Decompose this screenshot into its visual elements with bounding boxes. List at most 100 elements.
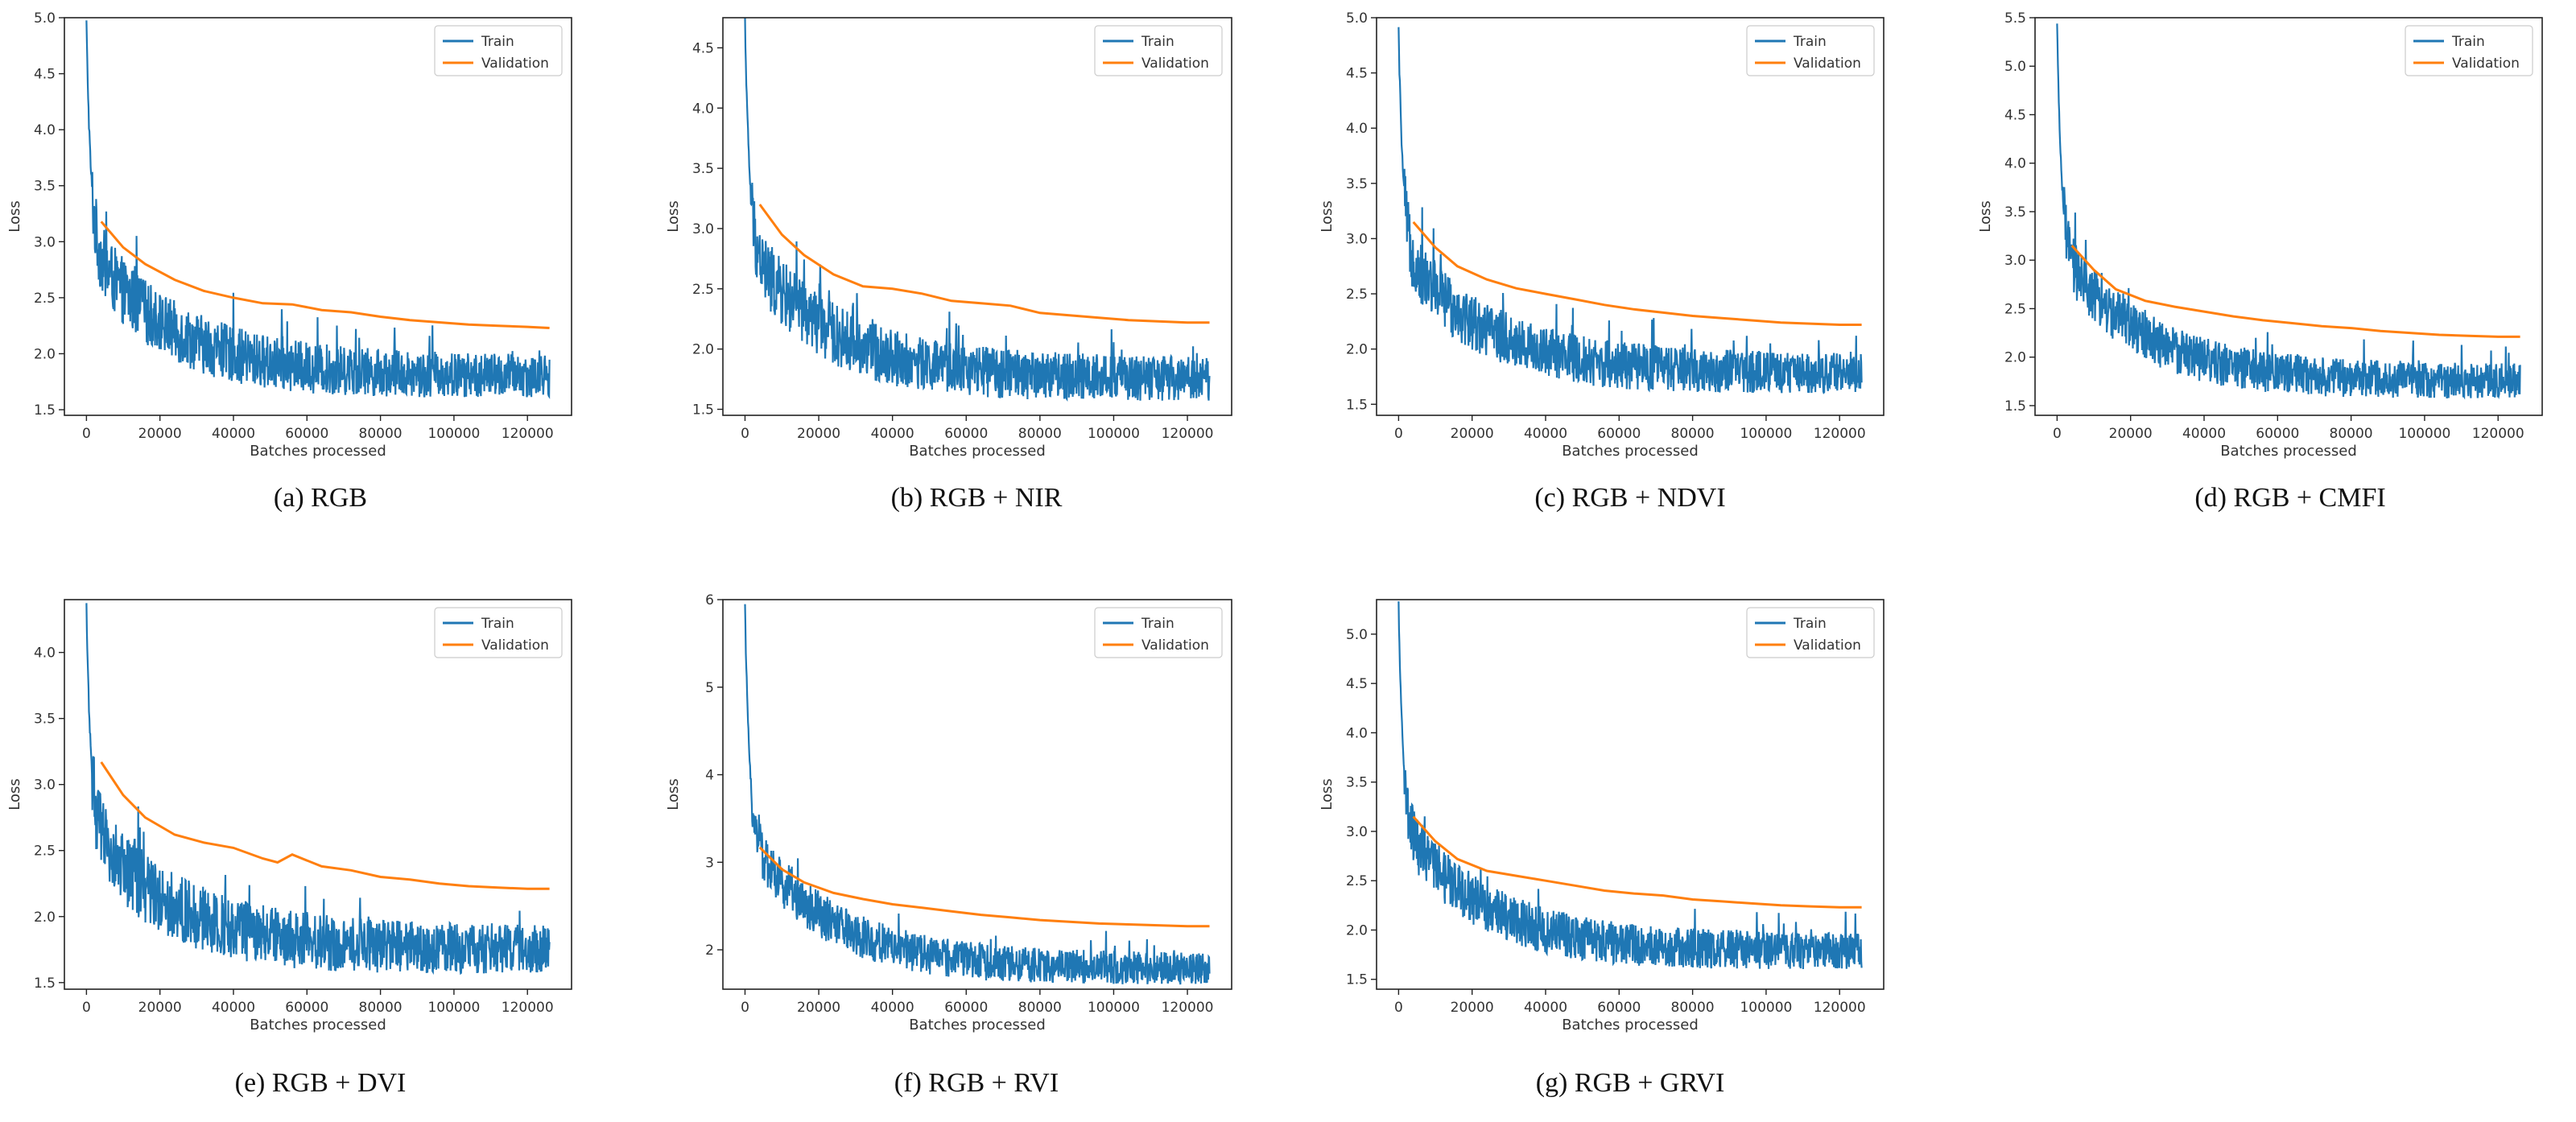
x-tick-label: 80000: [1671, 426, 1715, 442]
y-tick-label: 5.0: [1346, 627, 1368, 643]
y-tick-label: 3.0: [2004, 253, 2026, 269]
x-tick-label: 60000: [285, 1000, 328, 1016]
y-tick-label: 2.5: [1346, 873, 1368, 889]
x-tick-label: 40000: [212, 426, 255, 442]
validation-series-line: [1412, 221, 1862, 326]
validation-series-line: [758, 204, 1210, 324]
y-axis-label: Loss: [6, 200, 23, 232]
y-tick-label: 4.5: [1346, 676, 1368, 692]
y-tick-label: 1.5: [34, 402, 56, 419]
x-tick-label: 100000: [1088, 1000, 1140, 1016]
legend-label: Train: [1793, 34, 1827, 50]
y-tick-label: 3.5: [1346, 176, 1368, 192]
train-series-line: [744, 604, 1211, 985]
chart-panel: 0 20000 40000 60000 80000 100000 120000 1.5 2.0 2…: [665, 17, 1232, 460]
x-tick-label: 40000: [2182, 426, 2226, 442]
x-tick-label: 60000: [1597, 1000, 1641, 1016]
validation-series-line: [2070, 245, 2520, 338]
y-tick-label: 2.0: [34, 910, 56, 926]
x-tick-label: 0: [82, 1000, 91, 1016]
y-tick-label: 2.5: [34, 291, 56, 307]
chart-panel: 0 20000 40000 60000 80000 100000 120000 1.5 2.0 2…: [1319, 10, 1885, 460]
x-axis-label: Batches processed: [250, 1017, 386, 1033]
y-tick-label: 1.5: [1346, 397, 1368, 413]
x-tick-label: 40000: [871, 426, 914, 442]
y-tick-label: 4: [705, 768, 714, 784]
axes-frame: [1376, 599, 1885, 990]
y-axis-label: Loss: [1977, 200, 1994, 232]
x-tick-label: 100000: [427, 1000, 480, 1016]
x-tick-label: 100000: [1740, 1000, 1792, 1016]
x-tick-label: 120000: [1814, 426, 1866, 442]
y-tick-label: 3.5: [34, 712, 56, 728]
chart-caption: (c) RGB + NDVI: [1534, 483, 1726, 513]
axes-frame: [2034, 17, 2543, 416]
y-tick-label: 1.5: [1346, 972, 1368, 988]
x-tick-label: 20000: [797, 1000, 840, 1016]
chart-caption: (f) RGB + RVI: [894, 1068, 1059, 1098]
legend-label: Validation: [2452, 56, 2520, 72]
legend: Train Validation: [434, 607, 563, 658]
axes-frame: [722, 17, 1232, 416]
validation-series-line: [100, 761, 550, 890]
y-tick-label: 4.5: [34, 67, 56, 83]
axes-frame: [64, 17, 572, 416]
chart-caption: (g) RGB + GRVI: [1535, 1068, 1725, 1098]
x-tick-label: 0: [741, 1000, 749, 1016]
legend: Train Validation: [1094, 607, 1223, 658]
legend-label: Train: [1141, 616, 1174, 632]
x-tick-label: 120000: [502, 1000, 554, 1016]
y-tick-label: 1.5: [692, 402, 714, 419]
chart-panel: 0 20000 40000 60000 80000 100000 120000 1.5 2.0 2…: [1977, 10, 2543, 460]
x-tick-label: 80000: [2330, 426, 2373, 442]
y-tick-label: 2.5: [2004, 301, 2026, 317]
x-tick-label: 80000: [1018, 1000, 1062, 1016]
x-tick-label: 20000: [2109, 426, 2153, 442]
x-tick-label: 80000: [359, 426, 402, 442]
y-tick-label: 4.0: [2004, 156, 2026, 172]
y-tick-label: 5: [705, 680, 714, 696]
y-tick-label: 2.5: [34, 844, 56, 860]
chart-caption: (d) RGB + CMFI: [2194, 483, 2386, 513]
x-tick-label: 80000: [1018, 426, 1062, 442]
y-tick-label: 5.5: [2004, 10, 2026, 27]
x-tick-label: 100000: [427, 426, 480, 442]
chart-panel: 0 20000 40000 60000 80000 100000 120000 1.5 2.0 2…: [6, 599, 572, 1033]
y-tick-label: 2.0: [1346, 342, 1368, 358]
legend-label: Validation: [1141, 637, 1209, 654]
y-tick-label: 3.0: [34, 234, 56, 250]
x-tick-label: 120000: [1162, 426, 1214, 442]
chart-caption: (e) RGB + DVI: [234, 1068, 407, 1098]
y-tick-label: 4.0: [34, 122, 56, 138]
y-tick-label: 3.0: [1346, 824, 1368, 840]
y-tick-label: 4.0: [1346, 121, 1368, 137]
x-tick-label: 60000: [285, 426, 328, 442]
y-tick-label: 4.0: [1346, 725, 1368, 741]
y-tick-label: 3.5: [1346, 775, 1368, 791]
y-axis-label: Loss: [1319, 778, 1335, 810]
x-tick-label: 0: [82, 426, 91, 442]
legend-label: Validation: [1794, 637, 1861, 654]
y-tick-label: 4.5: [1346, 66, 1368, 82]
y-tick-label: 5.0: [1346, 10, 1368, 27]
y-tick-label: 2.0: [1346, 922, 1368, 938]
x-tick-label: 40000: [871, 1000, 914, 1016]
legend-label: Validation: [481, 637, 549, 654]
x-tick-label: 0: [2053, 426, 2062, 442]
validation-series-line: [758, 846, 1210, 928]
legend-label: Train: [2451, 34, 2485, 50]
y-tick-label: 4.5: [692, 40, 714, 56]
y-tick-label: 3.0: [1346, 231, 1368, 247]
x-tick-label: 20000: [797, 426, 840, 442]
x-tick-label: 120000: [502, 426, 554, 442]
y-axis-label: Loss: [665, 778, 682, 810]
x-axis-label: Batches processed: [909, 1017, 1046, 1033]
y-axis-label: Loss: [1319, 200, 1335, 232]
y-tick-label: 3: [705, 855, 714, 871]
train-series-line: [85, 20, 551, 399]
legend: Train Validation: [2405, 25, 2533, 76]
x-axis-label: Batches processed: [1562, 443, 1699, 460]
x-axis-label: Batches processed: [250, 443, 386, 460]
x-tick-label: 20000: [1451, 1000, 1494, 1016]
